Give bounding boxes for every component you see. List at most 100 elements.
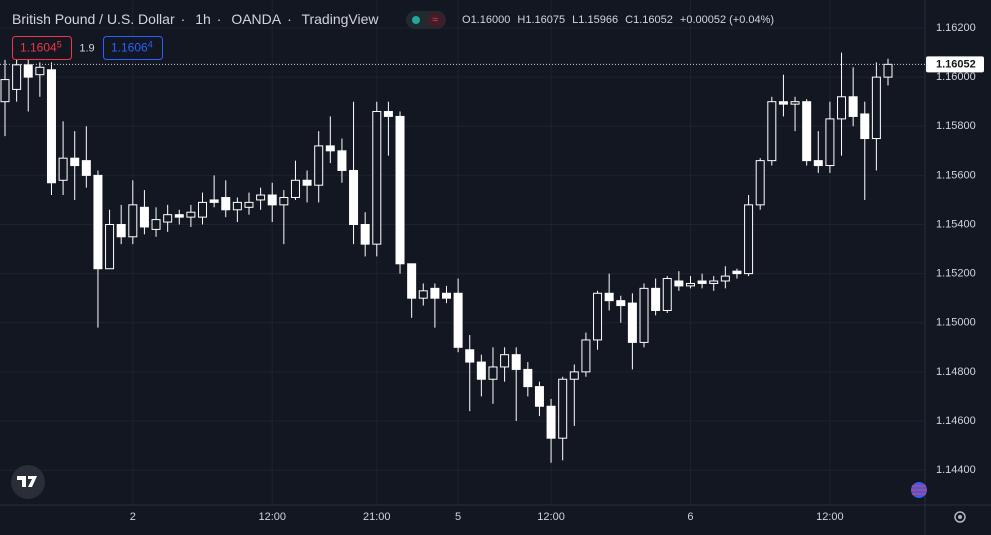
last-price-tag bbox=[926, 56, 984, 73]
settings-icon[interactable] bbox=[954, 511, 966, 523]
sell-pip: 5 bbox=[57, 40, 62, 50]
candle-body bbox=[778, 101, 788, 105]
market-open-dot bbox=[412, 16, 420, 24]
candle-body bbox=[221, 196, 231, 211]
candle-body bbox=[558, 378, 568, 439]
o-prefix: O bbox=[462, 14, 471, 26]
buy-pip: 4 bbox=[148, 40, 153, 50]
candle-body bbox=[105, 223, 115, 270]
candle-body bbox=[244, 201, 254, 208]
candle-body bbox=[232, 201, 242, 211]
c-value: 1.16052 bbox=[633, 14, 673, 26]
candle-body bbox=[744, 204, 754, 275]
candle-body bbox=[58, 157, 68, 181]
candle-body bbox=[860, 113, 870, 140]
candle-body bbox=[883, 63, 893, 78]
candle-body bbox=[430, 287, 440, 299]
candle-body bbox=[46, 69, 56, 184]
candle-body bbox=[616, 300, 626, 307]
candle-body bbox=[70, 157, 80, 167]
x-tick-label: 12:00 bbox=[537, 511, 565, 523]
candle-body bbox=[279, 196, 289, 206]
buy-main: 1.1606 bbox=[111, 41, 148, 55]
candle-body bbox=[453, 292, 463, 348]
spread: 1.9 bbox=[79, 42, 94, 54]
tv-logo bbox=[17, 476, 37, 487]
symbol-title: British Pound / U.S. Dollar bbox=[12, 11, 175, 27]
y-tick-label: 1.16200 bbox=[936, 22, 976, 34]
status-symbol: ≈ bbox=[432, 14, 438, 26]
candle-body bbox=[163, 214, 173, 223]
l-value: 1.15966 bbox=[578, 14, 618, 26]
buy-button[interactable] bbox=[103, 36, 163, 60]
sell-main: 1.1604 bbox=[20, 41, 57, 55]
candle-body bbox=[662, 278, 672, 311]
sell-button[interactable] bbox=[12, 36, 72, 60]
candle-body bbox=[23, 64, 33, 78]
y-tick-label: 1.14400 bbox=[936, 464, 976, 476]
candle-body bbox=[697, 280, 707, 284]
x-tick-label: 21:00 bbox=[363, 511, 391, 523]
candle-body bbox=[325, 145, 335, 152]
candle-body bbox=[488, 366, 498, 380]
candle-body bbox=[314, 145, 324, 186]
candle-body bbox=[534, 386, 544, 407]
axes: 1.14400 1.14600 1.14800 1.15000 1.15200 1.154… bbox=[0, 22, 984, 523]
candle-body bbox=[12, 64, 22, 90]
x-tick-label: 12:00 bbox=[258, 511, 286, 523]
flag-stripes bbox=[911, 485, 927, 495]
y-tick-label: 1.15600 bbox=[936, 169, 976, 181]
candle-body bbox=[837, 96, 847, 120]
candle-body bbox=[651, 287, 661, 311]
sell-price: 1.16045 bbox=[20, 40, 62, 55]
candle-body bbox=[360, 223, 370, 245]
y-tick-label: 1.14800 bbox=[936, 366, 976, 378]
candle-body bbox=[198, 201, 208, 218]
tv-logo-bg[interactable] bbox=[11, 465, 45, 499]
dot: · bbox=[287, 11, 292, 27]
candle-body bbox=[581, 339, 591, 373]
candle-body bbox=[290, 179, 300, 198]
candle-body bbox=[93, 174, 103, 270]
candle-body bbox=[116, 223, 126, 238]
candle-body bbox=[546, 405, 556, 439]
candle-body bbox=[604, 292, 614, 302]
ohlc-legend: O1.16000 H1.16075 L1.15966 C1.16052 +0.0… bbox=[462, 14, 774, 26]
h-prefix: H bbox=[517, 14, 525, 26]
y-tick-label: 1.14600 bbox=[936, 415, 976, 427]
candle-body bbox=[802, 101, 812, 162]
candle-body bbox=[593, 292, 603, 341]
candle-body bbox=[465, 349, 475, 363]
y-tick-label: 1.15000 bbox=[936, 317, 976, 329]
x-tick-label: 2 bbox=[130, 511, 136, 523]
candle-body bbox=[35, 66, 45, 76]
candle-body bbox=[256, 194, 266, 201]
y-tick-label: 1.15200 bbox=[936, 268, 976, 280]
candle-body bbox=[476, 361, 486, 380]
x-tick-label: 6 bbox=[687, 511, 693, 523]
h-value: 1.16075 bbox=[525, 14, 565, 26]
candle-body bbox=[639, 287, 649, 343]
candle-body bbox=[442, 292, 451, 299]
candle-body bbox=[267, 194, 277, 206]
o-value: 1.16000 bbox=[471, 14, 511, 26]
candle-body bbox=[825, 118, 835, 167]
c-prefix: C bbox=[625, 14, 633, 26]
candle-body bbox=[755, 160, 765, 206]
y-tick-label: 1.15800 bbox=[936, 120, 976, 132]
candle-body bbox=[174, 214, 184, 218]
candle-body bbox=[349, 169, 359, 225]
x-tick-label: 12:00 bbox=[816, 511, 844, 523]
candle-body bbox=[790, 101, 800, 105]
candle-body bbox=[302, 179, 312, 186]
candle-body bbox=[139, 206, 149, 228]
candle-body bbox=[523, 368, 533, 388]
candles bbox=[0, 52, 893, 463]
interval: 1h bbox=[195, 11, 211, 27]
candle-body bbox=[871, 76, 881, 140]
candle-body bbox=[0, 79, 10, 103]
candle-body bbox=[732, 270, 742, 275]
change: +0.00052 (+0.04%) bbox=[680, 14, 774, 26]
candle-body bbox=[709, 280, 719, 284]
